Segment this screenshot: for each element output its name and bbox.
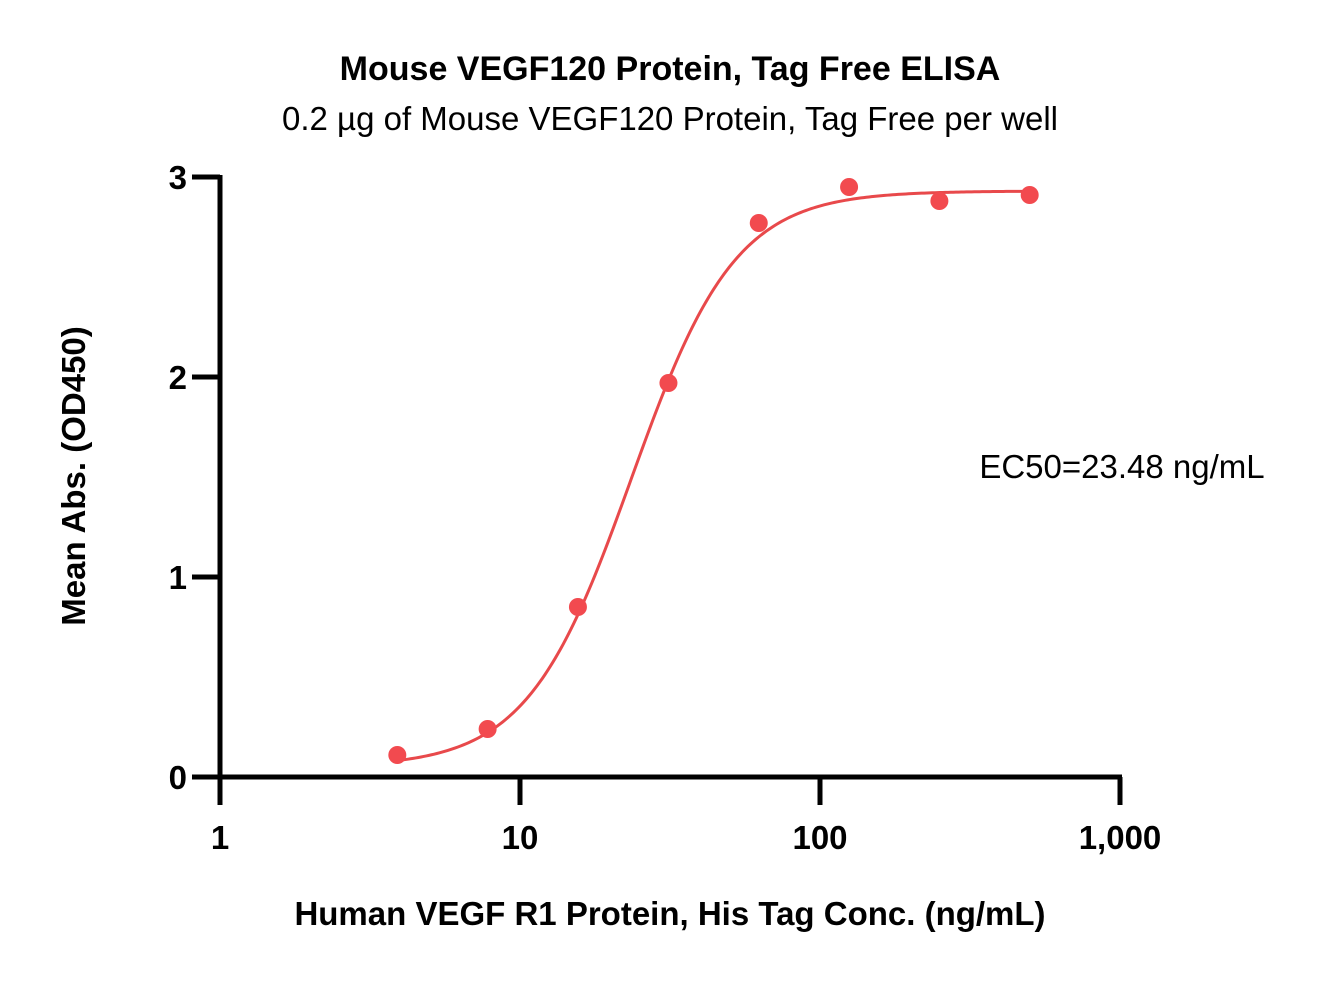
ec50-annotation: EC50=23.48 ng/mL: [979, 448, 1264, 485]
data-point: [478, 720, 497, 738]
chart-subtitle: 0.2 µg of Mouse VEGF120 Protein, Tag Fre…: [282, 100, 1058, 137]
data-point: [388, 746, 407, 764]
x-axis-label: Human VEGF R1 Protein, His Tag Conc. (ng…: [294, 895, 1045, 932]
data-point: [568, 598, 587, 616]
data-point: [659, 374, 678, 392]
chart-title: Mouse VEGF120 Protein, Tag Free ELISA: [340, 50, 1001, 88]
fit-curve: [397, 189, 1030, 763]
y-tick-label: 3: [169, 159, 187, 196]
x-tick-label: 100: [792, 819, 847, 856]
data-point: [930, 192, 949, 210]
x-tick-label: 1: [211, 819, 229, 856]
data-point: [1020, 186, 1039, 204]
y-tick-label: 2: [169, 359, 187, 396]
y-axis-label: Mean Abs. (OD450): [55, 326, 92, 626]
data-point: [749, 214, 768, 232]
data-point: [840, 178, 859, 196]
y-tick-label: 1: [169, 559, 187, 596]
x-tick-label: 10: [502, 819, 539, 856]
x-tick-label: 1,000: [1079, 819, 1162, 856]
y-tick-label: 0: [169, 759, 187, 796]
